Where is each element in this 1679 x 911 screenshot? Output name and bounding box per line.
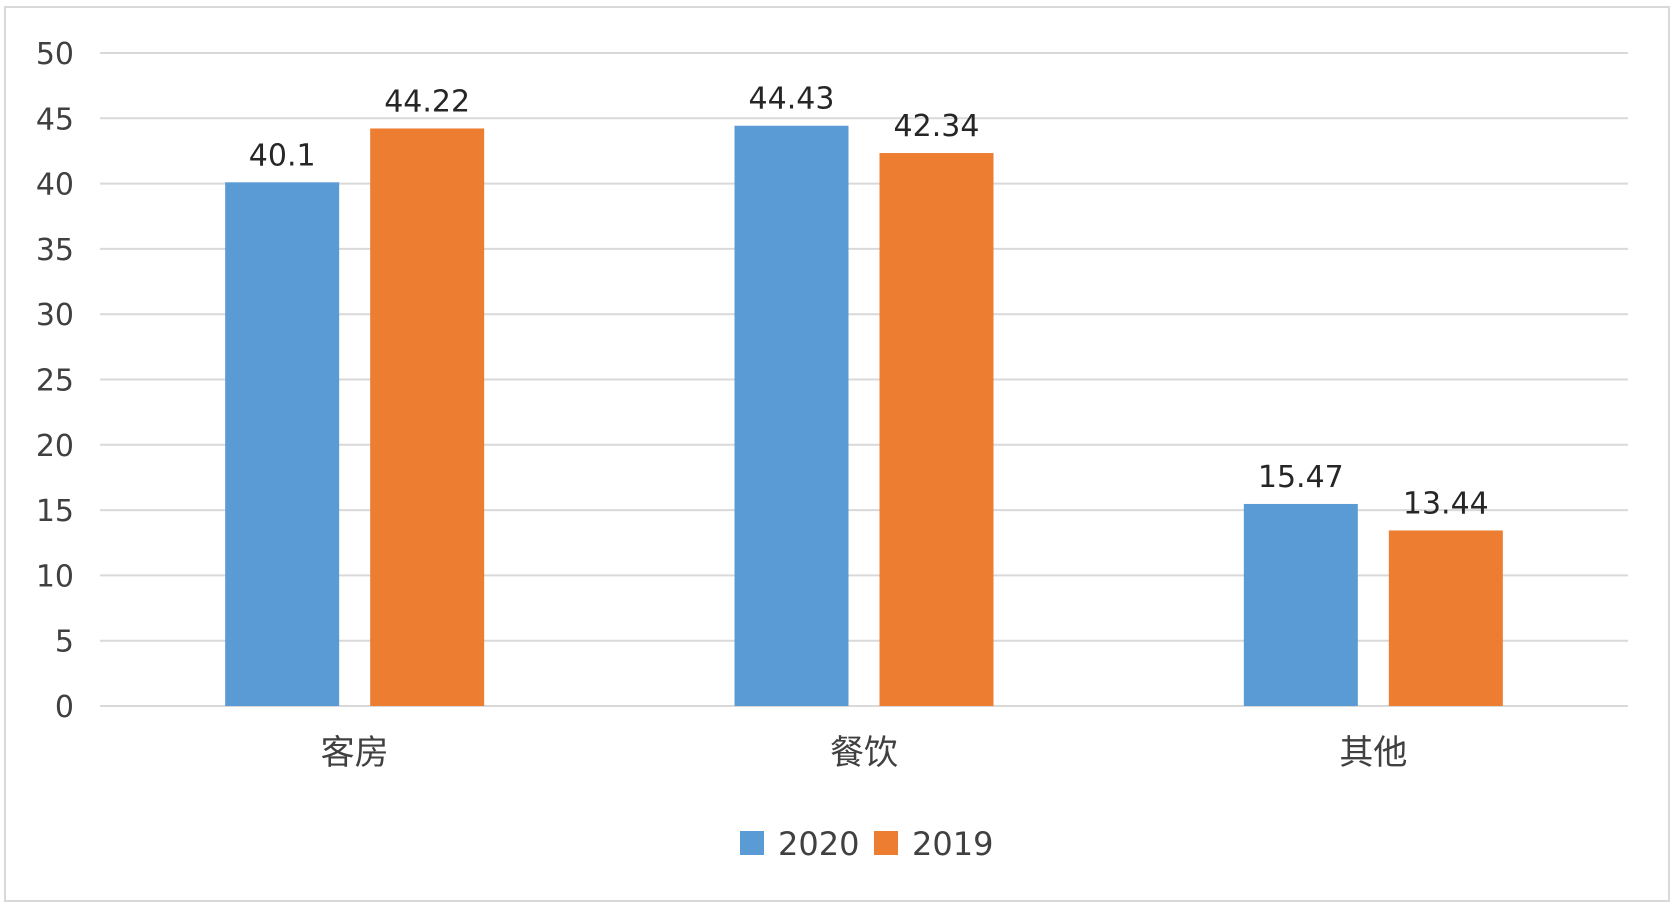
x-category-label: 其他 (1339, 733, 1407, 773)
y-tick-label: 40 (36, 168, 74, 203)
data-label: 40.1 (249, 138, 316, 173)
data-labels: 40.1 44.22 44.43 42.34 15.47 13.44 (249, 82, 1489, 522)
legend-swatch (874, 831, 898, 855)
data-label: 13.44 (1403, 486, 1489, 521)
y-tick-label: 20 (36, 429, 74, 464)
bar-2020-0 (225, 182, 340, 706)
legend-swatch (740, 831, 764, 855)
data-label: 42.34 (894, 109, 980, 144)
x-category-label: 客房 (321, 733, 389, 773)
legend: 2020 2019 (740, 825, 993, 863)
y-tick-label: 15 (36, 494, 74, 529)
y-tick-label: 30 (36, 298, 74, 333)
y-tick-label: 35 (36, 233, 74, 268)
y-axis-ticks: 0 5 10 15 20 25 30 35 40 45 50 (36, 37, 74, 725)
data-label: 44.22 (384, 84, 470, 119)
legend-label: 2019 (912, 825, 993, 863)
y-tick-label: 45 (36, 102, 74, 137)
data-label: 44.43 (749, 82, 835, 117)
bar-2020-1 (734, 125, 849, 706)
x-axis-categories: 客房 餐饮 其他 (321, 733, 1408, 773)
y-tick-label: 0 (55, 690, 74, 725)
legend-label: 2020 (778, 825, 859, 863)
bar-2019-2 (1388, 530, 1503, 706)
bars (225, 125, 1503, 706)
bar-2019-0 (370, 128, 485, 706)
gridlines (100, 52, 1628, 707)
y-tick-label: 50 (36, 37, 74, 72)
y-tick-label: 10 (36, 559, 74, 594)
bar-2020-2 (1243, 503, 1358, 706)
bar-2019-1 (879, 153, 994, 706)
data-label: 15.47 (1258, 460, 1344, 495)
y-tick-label: 5 (55, 625, 74, 660)
y-tick-label: 25 (36, 364, 74, 399)
x-category-label: 餐饮 (830, 733, 898, 773)
